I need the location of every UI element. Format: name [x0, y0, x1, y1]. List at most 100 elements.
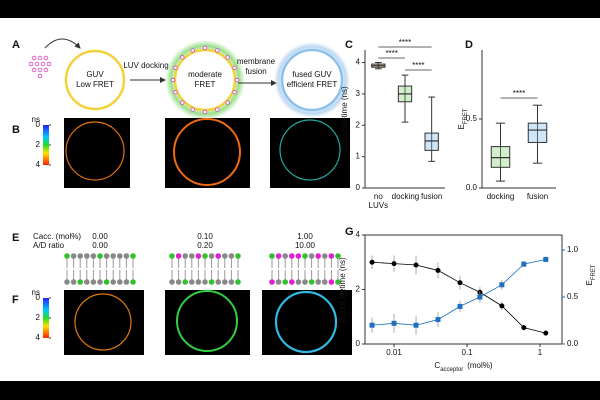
- panel-label: F: [12, 294, 19, 306]
- lipid-head: [123, 279, 130, 285]
- lipid-head: [195, 253, 202, 259]
- lipid-head: [315, 279, 322, 285]
- luv: [31, 67, 37, 73]
- lipid-head: [295, 279, 302, 285]
- y-tick-label: 0.5: [466, 114, 478, 123]
- luv: [232, 90, 237, 95]
- lipid-head: [97, 253, 103, 259]
- lipid-head: [335, 279, 341, 285]
- membrane-ring: [173, 118, 241, 186]
- lipid-head: [70, 279, 77, 285]
- lipid-head: [282, 279, 289, 285]
- lipid-head: [175, 279, 182, 285]
- lipid-head: [315, 253, 322, 259]
- luv: [202, 109, 208, 115]
- data-point: [543, 330, 549, 336]
- series-line: [372, 261, 546, 334]
- lipid-head: [228, 253, 235, 259]
- y-tick-label: 4: [356, 230, 361, 239]
- schematic: GUV Low FRET LUV docking moderate FRET m…: [44, 38, 350, 120]
- y-tick-label: 1: [356, 152, 361, 161]
- luv: [46, 61, 52, 67]
- data-point: [435, 317, 441, 323]
- x-tick-label: 0.01: [386, 348, 402, 357]
- colorbar-tick-label: 0: [36, 120, 41, 129]
- y-tick-label: 4: [356, 58, 361, 67]
- lipid-head: [202, 279, 208, 285]
- micrograph: [270, 118, 350, 188]
- luv: [34, 61, 40, 67]
- luv: [37, 67, 43, 73]
- axis-label: EFRET: [457, 108, 468, 129]
- axis-label-sub: acceptor: [440, 367, 463, 373]
- colorbar-tick-label: 4: [36, 160, 41, 169]
- colorbar-tick-label: 4: [36, 333, 41, 342]
- membrane-ring: [279, 119, 341, 181]
- lipid-head: [215, 279, 221, 285]
- composition-value: 0.10: [197, 232, 213, 241]
- luv: [232, 65, 237, 70]
- membrane-ring: [74, 293, 132, 351]
- axis-label: Donor lifetime (ns): [338, 257, 347, 323]
- row-label: Cacc. (mol%): [33, 232, 81, 241]
- lipid-head: [110, 279, 116, 285]
- colorbar-tick-label: 2: [36, 140, 41, 149]
- luv: [234, 77, 240, 83]
- step-label: fusion: [245, 67, 266, 76]
- luv: [170, 77, 176, 83]
- lipid-head: [84, 279, 90, 285]
- lipid-head: [235, 253, 241, 259]
- lipid-head: [130, 279, 136, 285]
- axis-label: Donor lifetime (ns): [340, 86, 349, 152]
- arrow: [44, 38, 81, 49]
- images-f: [43, 290, 352, 355]
- lipid-head: [269, 279, 275, 285]
- lipid-head: [103, 279, 110, 285]
- lipid-head: [235, 279, 241, 285]
- lipid-head: [117, 279, 123, 285]
- luv: [225, 100, 230, 105]
- y-tick-label: 0: [356, 339, 361, 348]
- composition-value: 0.00: [92, 241, 108, 250]
- data-point: [457, 280, 463, 286]
- box: [527, 122, 548, 143]
- membrane-ring: [65, 121, 125, 181]
- lipid-head: [215, 253, 221, 259]
- lipid-head: [123, 253, 130, 259]
- lipid-head: [282, 253, 289, 259]
- luv: [43, 55, 49, 61]
- membrane-ring: [176, 290, 238, 352]
- data-point: [369, 259, 375, 265]
- composition-value: 0.20: [197, 241, 213, 250]
- luv: [190, 107, 195, 112]
- data-point: [391, 320, 397, 326]
- lipid-head: [275, 279, 282, 285]
- axis-label-unit: (mol%): [467, 361, 493, 370]
- luv: [37, 73, 43, 79]
- y2-tick-label: 1.0: [567, 245, 579, 254]
- lipid-head: [308, 253, 315, 259]
- lipid-head: [228, 279, 235, 285]
- lipid-head: [302, 253, 308, 259]
- x-tick-label: 0.1: [461, 348, 473, 357]
- data-point: [521, 325, 527, 331]
- composition-value: 0.00: [92, 232, 108, 241]
- lipid-head: [202, 253, 208, 259]
- guv-label: FRET: [195, 80, 216, 89]
- axis-label-sub: FRET: [591, 264, 597, 280]
- box: [490, 146, 511, 168]
- lipid-head: [77, 253, 83, 259]
- guv: [64, 49, 126, 111]
- lipid-head: [169, 253, 175, 259]
- lipid-head: [90, 279, 97, 285]
- micrograph: [64, 118, 130, 188]
- luv: [28, 61, 34, 67]
- x-tick-label: fusion: [420, 192, 443, 201]
- luv: [173, 90, 178, 95]
- panel-label: A: [12, 39, 20, 51]
- guv-label: GUV: [86, 70, 104, 79]
- lipid-head: [97, 279, 103, 285]
- luv: [31, 55, 37, 61]
- lipid-head: [222, 279, 228, 285]
- y-tick-label: 2: [356, 285, 361, 294]
